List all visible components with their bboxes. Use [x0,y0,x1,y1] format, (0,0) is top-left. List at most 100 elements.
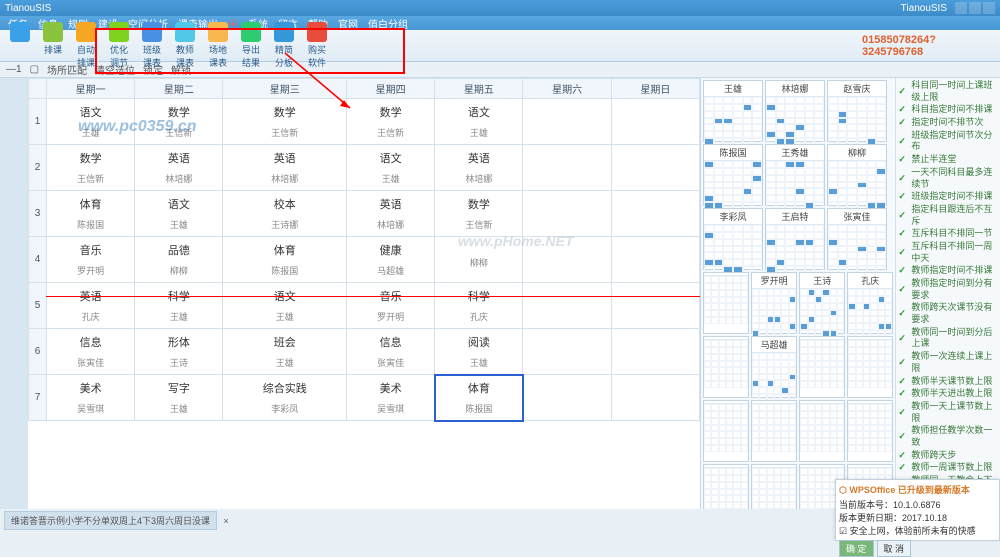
menu-11[interactable]: 值白分组 [368,16,408,31]
rule-item[interactable]: 教师一周课节数上限 [898,462,998,474]
schedule-cell[interactable]: 体育陈报国 [435,375,523,421]
teacher-mini[interactable]: 王启特 [765,208,825,270]
schedule-cell[interactable] [611,283,699,329]
teacher-mini[interactable] [751,400,797,462]
schedule-cell[interactable]: 数学王信新 [47,145,135,191]
schedule-cell[interactable] [523,191,611,237]
schedule-cell[interactable] [523,145,611,191]
schedule-cell[interactable] [611,191,699,237]
menu-10[interactable]: 官网 [338,16,358,31]
rule-item[interactable]: 指定科目跟连后不互斥 [898,204,998,227]
schedule-cell[interactable] [611,99,699,145]
schedule-cell[interactable]: 信息张寅佳 [47,329,135,375]
schedule-cell[interactable] [523,375,611,421]
rule-item[interactable]: 互斥科目不排同一节 [898,228,998,240]
schedule-cell[interactable]: 音乐罗开明 [347,283,435,329]
rule-item[interactable]: 指定时间不排节次 [898,117,998,129]
schedule-cell[interactable]: 英语林培娜 [223,145,347,191]
schedule-cell[interactable]: 体育陈报国 [47,191,135,237]
schedule-cell[interactable]: 品德柳柳 [135,237,223,283]
rule-item[interactable]: 班级指定时间节次分布 [898,130,998,153]
schedule-cell[interactable]: 综合实践李彩凤 [223,375,347,421]
wps-ok-button[interactable]: 确 定 [839,540,874,557]
toolbar-btn-9[interactable]: 购买软件 [301,22,333,69]
rule-item[interactable]: 教师一天上课节数上限 [898,401,998,424]
schedule-cell[interactable]: 数学王信新 [347,99,435,145]
rule-item[interactable]: 教师担任教学次数一致 [898,425,998,448]
toolbar-btn-6[interactable]: 场地课表 [202,22,234,69]
teacher-mini[interactable]: 罗开明 [751,272,797,334]
toolbar-btn-3[interactable]: 优化调节 [103,22,135,69]
schedule-cell[interactable]: 语文王雄 [135,191,223,237]
schedule-cell[interactable]: 数学王信新 [435,191,523,237]
toolbar-btn-0[interactable] [4,22,36,69]
schedule-cell[interactable]: 英语林培娜 [435,145,523,191]
schedule-cell[interactable] [611,237,699,283]
schedule-cell[interactable]: 健康马超雄 [347,237,435,283]
teacher-mini[interactable]: 王秀雄 [765,144,825,206]
teacher-mini[interactable] [703,336,749,398]
teacher-mini[interactable]: 王诗 [799,272,845,334]
teacher-mini[interactable]: 张寅佳 [827,208,887,270]
schedule-cell[interactable] [523,283,611,329]
rule-item[interactable]: 教师一次连续上课上限 [898,351,998,374]
rule-item[interactable]: 禁止半连堂 [898,154,998,166]
toolbar-btn-2[interactable]: 自动排课 [70,22,102,69]
teacher-mini[interactable] [799,400,845,462]
schedule-cell[interactable]: 信息张寅佳 [347,329,435,375]
rule-item[interactable]: 教师跨天次课节没有要求 [898,302,998,325]
minimize-button[interactable] [955,2,967,14]
footer-tab[interactable]: 维诺答晋示例小学不分单双周上4下3周六周日没课 [4,511,217,530]
schedule-cell[interactable]: 科学孔庆 [435,283,523,329]
schedule-cell[interactable]: 英语林培娜 [347,191,435,237]
teacher-mini[interactable] [751,464,797,509]
wps-cancel-button[interactable]: 取 消 [877,540,912,557]
schedule-cell[interactable]: 数学王信新 [223,99,347,145]
rule-item[interactable]: 教师半天课节数上限 [898,376,998,388]
toolbar-btn-1[interactable]: 排课 [37,22,69,69]
rule-item[interactable]: 互斥科目不排同一周中天 [898,241,998,264]
teacher-mini[interactable] [703,400,749,462]
teacher-mini[interactable] [703,464,749,509]
teacher-mini[interactable] [847,400,893,462]
rule-item[interactable]: 教师指定时间到分有要求 [898,278,998,301]
schedule-cell[interactable]: 形体王诗 [135,329,223,375]
teacher-mini[interactable]: 林培娜 [765,80,825,142]
teacher-mini[interactable] [703,272,749,334]
teacher-mini[interactable]: 王雄 [703,80,763,142]
teacher-mini[interactable]: 陈报国 [703,144,763,206]
teacher-mini[interactable]: 孔庆 [847,272,893,334]
schedule-cell[interactable]: 体育陈报国 [223,237,347,283]
rule-item[interactable]: 教师半天进出教上限 [898,388,998,400]
schedule-cell[interactable]: 英语孔庆 [47,283,135,329]
rule-item[interactable]: 教师指定时间不排课 [898,265,998,277]
schedule-cell[interactable]: 英语林培娜 [135,145,223,191]
rule-item[interactable]: 教师跨天步 [898,450,998,462]
schedule-cell[interactable]: 柳柳 [435,237,523,283]
teacher-mini[interactable] [847,336,893,398]
schedule-cell[interactable] [523,237,611,283]
schedule-cell[interactable]: 美术吴雪琪 [47,375,135,421]
toolbar-btn-4[interactable]: 班级课表 [136,22,168,69]
rule-item[interactable]: 科目指定时间不排课 [898,104,998,116]
teacher-mini[interactable] [799,336,845,398]
toolbar-btn-8[interactable]: 精简分板 [268,22,300,69]
schedule-cell[interactable] [611,329,699,375]
schedule-cell[interactable]: 班会王雄 [223,329,347,375]
schedule-cell[interactable]: 校本王诗娜 [223,191,347,237]
schedule-cell[interactable] [523,99,611,145]
schedule-cell[interactable]: 语文王雄 [347,145,435,191]
teacher-mini[interactable]: 赵雪庆 [827,80,887,142]
schedule-cell[interactable]: 数学王信新 [135,99,223,145]
rule-item[interactable]: 一天不同科目最多连续节 [898,167,998,190]
teacher-mini[interactable]: 马超雄 [751,336,797,398]
schedule-cell[interactable]: 写字王雄 [135,375,223,421]
schedule-cell[interactable]: 科学王雄 [135,283,223,329]
schedule-cell[interactable]: 音乐罗开明 [47,237,135,283]
schedule-cell[interactable] [611,145,699,191]
schedule-cell[interactable]: 阅读王雄 [435,329,523,375]
rule-item[interactable]: 科目同一时间上课班级上限 [898,80,998,103]
schedule-cell[interactable] [523,329,611,375]
rule-item[interactable]: 教师同一时间到分后上课 [898,327,998,350]
teacher-mini[interactable]: 柳柳 [827,144,887,206]
